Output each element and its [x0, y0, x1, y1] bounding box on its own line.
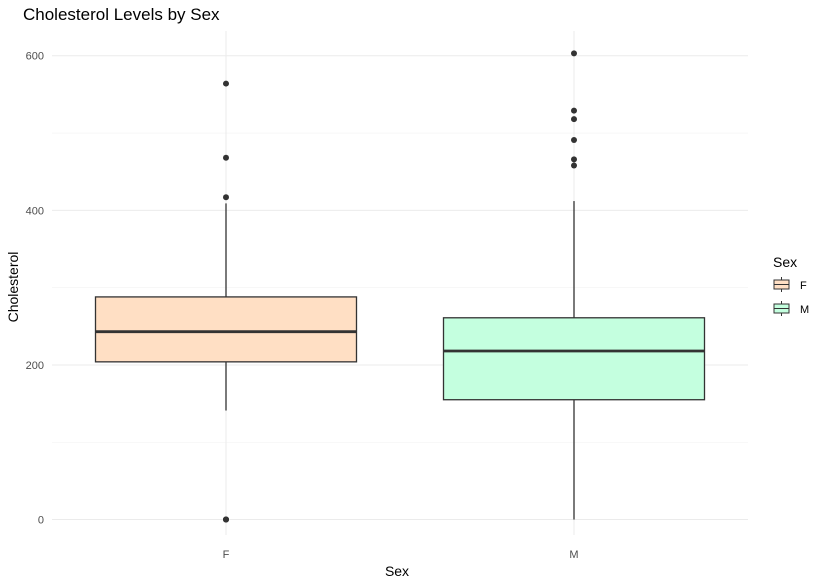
outlier-point [223, 154, 229, 161]
box-F [94, 80, 358, 523]
legend-label: F [800, 280, 807, 292]
outlier-point [571, 156, 577, 163]
x-axis-title: Sex [385, 563, 409, 579]
y-tick-label: 400 [26, 205, 44, 217]
outlier-point [223, 194, 229, 201]
y-axis-title: Cholesterol [5, 252, 21, 323]
y-tick-labels: 0 200 400 600 [26, 51, 44, 527]
legend-label: M [800, 304, 809, 316]
x-tick-label: F [223, 549, 230, 561]
y-tick-label: 200 [26, 360, 44, 372]
outlier-point [223, 516, 229, 523]
outlier-point [223, 80, 229, 87]
legend-title: Sex [773, 254, 797, 270]
legend: Sex FM [773, 254, 809, 316]
box-M [442, 50, 706, 520]
boxes [94, 50, 706, 523]
box-iqr [94, 296, 358, 363]
outlier-point [571, 162, 577, 169]
grid [52, 31, 748, 535]
outlier-point [571, 107, 577, 114]
legend-key-M [773, 301, 790, 316]
legend-key-F [773, 277, 790, 292]
outlier-point [571, 50, 577, 57]
x-tick-label: M [569, 549, 578, 561]
box-iqr [442, 317, 706, 401]
y-tick-label: 600 [26, 51, 44, 63]
outlier-point [571, 116, 577, 123]
outlier-point [571, 136, 577, 143]
y-tick-label: 0 [38, 515, 44, 527]
chart-title: Cholesterol Levels by Sex [23, 5, 220, 24]
